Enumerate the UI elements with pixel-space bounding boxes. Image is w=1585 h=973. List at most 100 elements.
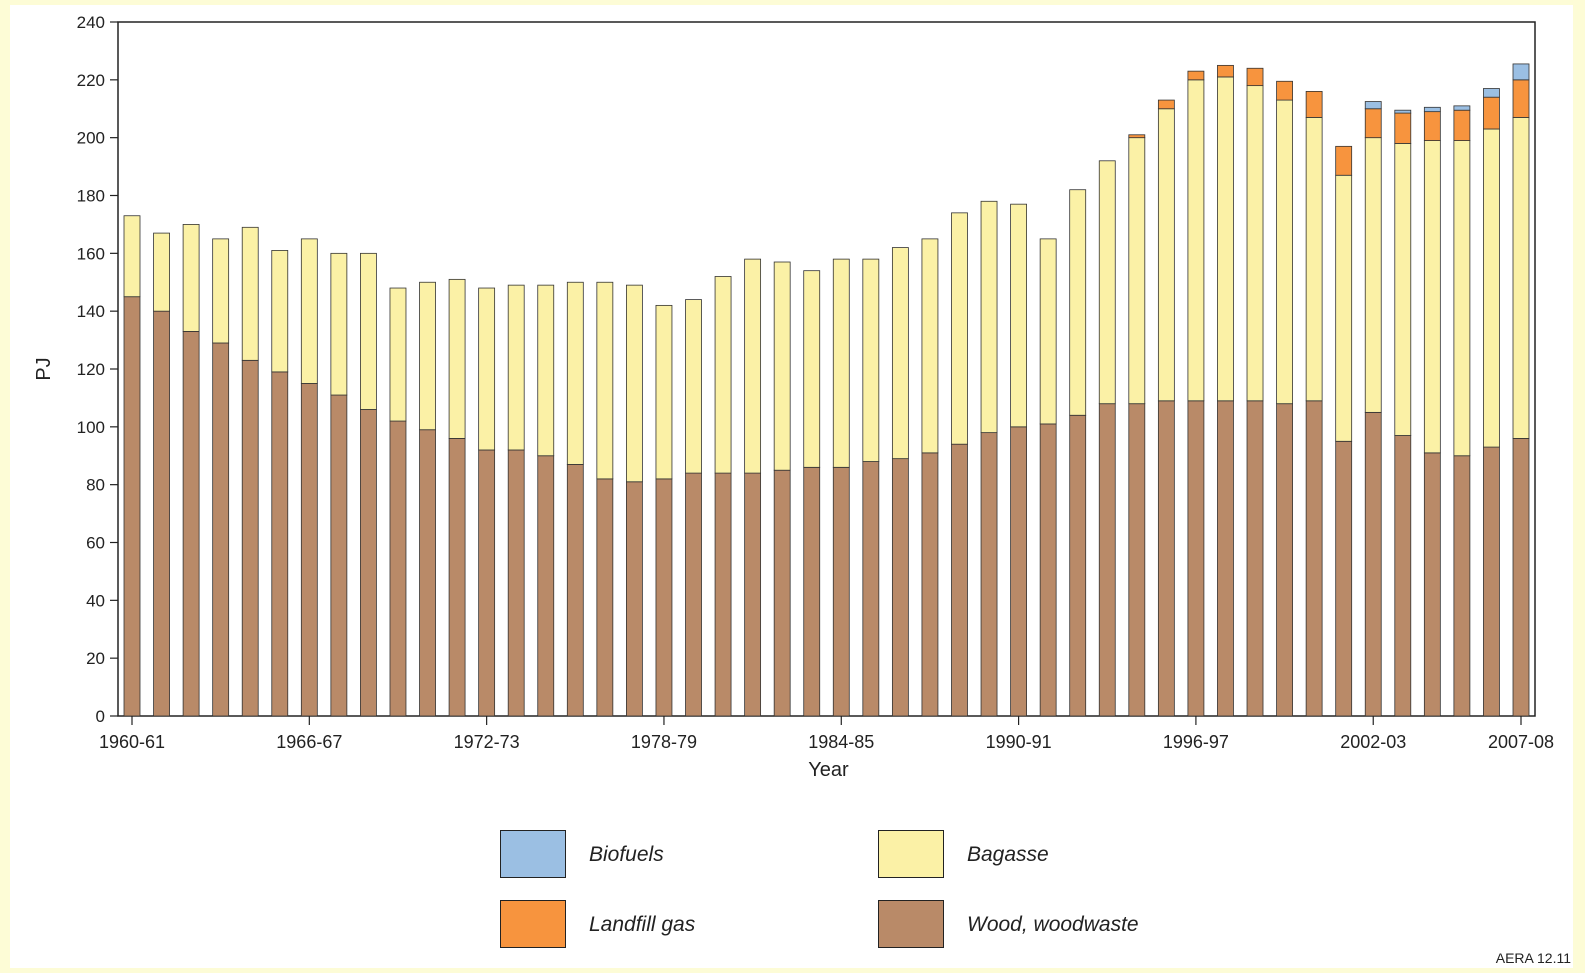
legend-label-wood: Wood, woodwaste (967, 913, 1139, 936)
bar-bagasse-2005-06 (1453, 140, 1471, 457)
bar-wood-woodwaste-1978-79 (655, 478, 673, 717)
bar-wood-woodwaste-1964-65 (241, 359, 259, 717)
bar-landfill-gas-2005-06 (1453, 109, 1471, 141)
bar-bagasse-1969-70 (389, 287, 407, 422)
bar-bagasse-1967-68 (330, 252, 348, 396)
bar-wood-woodwaste-2003-04 (1394, 435, 1412, 717)
bar-wood-woodwaste-1968-69 (360, 409, 377, 717)
bar-bagasse-1988-89 (951, 212, 968, 445)
legend-label-bagasse: Bagasse (967, 843, 1049, 866)
bar-wood-woodwaste-1992-93 (1069, 414, 1087, 717)
bar-bagasse-1999-00 (1276, 99, 1293, 405)
bar-landfill-gas-1998-99 (1246, 67, 1264, 87)
bar-wood-woodwaste-2006-07 (1483, 446, 1500, 717)
bar-landfill-gas-2000-01 (1305, 91, 1323, 118)
bar-wood-woodwaste-1970-71 (419, 429, 436, 717)
bar-bagasse-1977-78 (626, 284, 643, 483)
bar-bagasse-1983-84 (803, 270, 821, 468)
bar-wood-woodwaste-1981-82 (744, 472, 762, 717)
legend-swatch-wood (878, 900, 944, 948)
legend-swatch-landfill-gas (500, 900, 566, 948)
bar-wood-woodwaste-2000-01 (1305, 400, 1323, 717)
bar-wood-woodwaste-1971-72 (448, 437, 466, 717)
bar-wood-woodwaste-1989-90 (980, 432, 998, 717)
bar-bagasse-1976-77 (596, 281, 614, 480)
bar-bagasse-1962-63 (182, 224, 200, 332)
bar-wood-woodwaste-1961-62 (153, 310, 170, 717)
bar-bagasse-1995-96 (1157, 108, 1175, 402)
bar-biofuels-2002-03 (1364, 101, 1382, 110)
bar-wood-woodwaste-1997-98 (1217, 400, 1234, 717)
bar-bagasse-1998-99 (1246, 85, 1264, 402)
legend-label-landfill-gas: Landfill gas (589, 913, 696, 936)
bar-bagasse-2004-05 (1423, 140, 1441, 454)
y-tick-label-220: 220 (77, 71, 105, 90)
bar-bagasse-1964-65 (241, 226, 259, 361)
bar-bagasse-1971-72 (448, 278, 466, 439)
bar-bagasse-1973-74 (507, 284, 525, 451)
bar-bagasse-2006-07 (1483, 128, 1500, 448)
bar-biofuels-2005-06 (1453, 105, 1471, 111)
bar-biofuels-2004-05 (1423, 106, 1441, 113)
y-tick-label-200: 200 (77, 129, 105, 148)
bar-bagasse-2000-01 (1305, 117, 1323, 402)
bar-wood-woodwaste-1996-97 (1187, 400, 1205, 717)
bar-bagasse-1970-71 (419, 281, 436, 431)
x-tick-label-1990-91: 1990-91 (986, 732, 1052, 752)
bar-bagasse-1961-62 (153, 232, 170, 312)
bar-landfill-gas-1995-96 (1157, 99, 1175, 110)
bar-landfill-gas-1997-98 (1217, 64, 1234, 78)
bar-wood-woodwaste-2001-02 (1335, 440, 1353, 717)
bar-bagasse-1980-81 (714, 276, 732, 474)
y-tick-label-140: 140 (77, 302, 105, 321)
bar-bagasse-1963-64 (212, 238, 230, 344)
x-tick-label-1960-61: 1960-61 (99, 732, 165, 752)
legend-swatch-biofuels (500, 830, 566, 878)
bar-chart: 0 20 40 60 80 100 120 140 160 180 200 220 240 1960-61… (33, 13, 1554, 781)
bar-bagasse-1965-66 (271, 250, 289, 373)
bar-wood-woodwaste-1994-95 (1128, 403, 1146, 717)
bar-landfill-gas-1994-95 (1128, 134, 1146, 139)
bar-wood-woodwaste-1984-85 (832, 466, 850, 717)
x-tick-label-1972-73: 1972-73 (454, 732, 520, 752)
bar-landfill-gas-2002-03 (1364, 108, 1382, 139)
bar-biofuels-2003-04 (1394, 109, 1412, 114)
bar-wood-woodwaste-1998-99 (1246, 400, 1264, 717)
bar-bagasse-1987-88 (921, 238, 939, 454)
bar-bagasse-1984-85 (832, 258, 850, 468)
bar-biofuels-2007-08 (1512, 63, 1530, 81)
bar-bagasse-2002-03 (1364, 137, 1382, 413)
y-tick-label-20: 20 (86, 649, 105, 668)
bar-wood-woodwaste-2005-06 (1453, 455, 1471, 717)
y-axis-label: PJ (33, 357, 55, 380)
bar-wood-woodwaste-1982-83 (773, 469, 791, 717)
bar-bagasse-1989-90 (980, 200, 998, 434)
bar-bagasse-1992-93 (1069, 189, 1087, 416)
bar-bagasse-1966-67 (300, 238, 318, 384)
x-tick-label-1996-97: 1996-97 (1163, 732, 1229, 752)
y-tick-label-0: 0 (96, 707, 105, 726)
x-tick-label-1966-67: 1966-67 (276, 732, 342, 752)
bar-bagasse-1993-94 (1098, 160, 1116, 405)
bar-wood-woodwaste-1965-66 (271, 371, 289, 717)
y-tick-label-180: 180 (77, 187, 105, 206)
bar-bagasse-2001-02 (1335, 174, 1353, 442)
bar-wood-woodwaste-1986-87 (891, 458, 909, 717)
bar-wood-woodwaste-1976-77 (596, 478, 614, 717)
source-note: AERA 12.11 (1495, 950, 1571, 966)
bar-wood-woodwaste-2007-08 (1512, 437, 1530, 717)
bar-bagasse-1990-91 (1010, 203, 1027, 428)
bar-bagasse-1991-92 (1039, 238, 1057, 425)
bar-bagasse-1994-95 (1128, 137, 1146, 405)
bar-wood-woodwaste-2004-05 (1423, 452, 1441, 717)
y-tick-label-160: 160 (77, 244, 105, 263)
bar-wood-woodwaste-1966-67 (300, 383, 318, 717)
y-tick-label-40: 40 (86, 591, 105, 610)
bar-landfill-gas-2006-07 (1483, 96, 1500, 130)
y-tick-label-120: 120 (77, 360, 105, 379)
bar-wood-woodwaste-1963-64 (212, 342, 230, 717)
legend-label-biofuels: Biofuels (589, 843, 664, 866)
bar-bagasse-1986-87 (891, 247, 909, 460)
bar-bagasse-1974-75 (537, 284, 555, 457)
x-tick-label-2007-08: 2007-08 (1488, 732, 1554, 752)
